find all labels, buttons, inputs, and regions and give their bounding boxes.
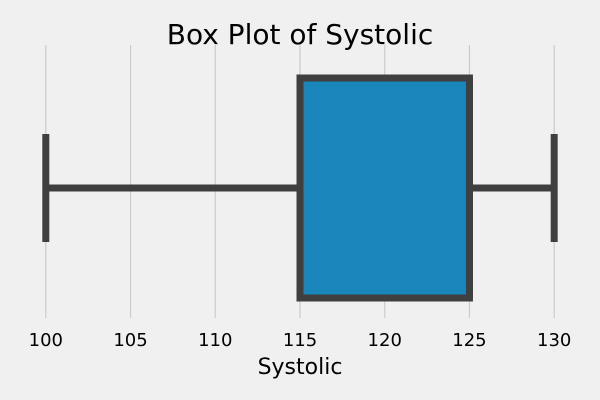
x-tick-label: 120	[368, 330, 402, 351]
x-tick-label: 105	[113, 330, 147, 351]
x-tick-label: 110	[198, 330, 232, 351]
x-axis-label: Systolic	[258, 355, 343, 380]
x-tick-label: 115	[283, 330, 317, 351]
box-layer	[42, 74, 558, 302]
box-iqr	[296, 74, 473, 302]
x-tick-label: 100	[29, 330, 63, 351]
chart-title: Box Plot of Systolic	[167, 18, 434, 51]
x-tick-label: 130	[537, 330, 571, 351]
x-tick-label: 125	[452, 330, 486, 351]
tick-layer: 100 105 110 115 120 125 130	[29, 330, 572, 351]
